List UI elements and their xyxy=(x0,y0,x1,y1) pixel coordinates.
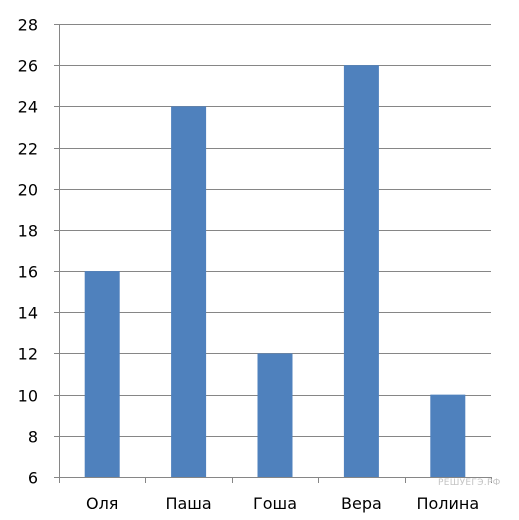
gridlines xyxy=(54,24,491,478)
y-tick-label: 20 xyxy=(18,181,38,200)
x-tick-label: Гоша xyxy=(253,494,297,513)
bar-0 xyxy=(84,271,120,477)
axes xyxy=(59,24,492,483)
x-tick-labels: Оля Паша Гоша Вера Полина xyxy=(86,494,479,513)
y-tick-label: 12 xyxy=(18,345,38,364)
y-tick-label: 22 xyxy=(18,140,38,159)
watermark-text: РЕШУЕГЭ.РФ xyxy=(438,478,501,488)
y-tick-label: 18 xyxy=(18,222,38,241)
x-tick-label: Вера xyxy=(341,494,382,513)
bar-2 xyxy=(257,353,293,477)
y-tick-label: 14 xyxy=(18,304,38,323)
x-tick-label: Полина xyxy=(416,494,479,513)
bar-4 xyxy=(430,394,466,477)
y-tick-label: 28 xyxy=(18,16,38,35)
bar-3 xyxy=(343,65,379,477)
y-tick-label: 24 xyxy=(18,98,38,117)
y-tick-label: 8 xyxy=(28,428,38,447)
y-tick-label: 16 xyxy=(18,263,38,282)
x-tick-label: Паша xyxy=(165,494,211,513)
y-tick-label: 6 xyxy=(28,469,38,488)
y-tick-labels: 6 8 10 12 14 16 18 20 22 24 26 28 xyxy=(18,16,38,488)
x-tick-label: Оля xyxy=(86,494,118,513)
bar-1 xyxy=(171,106,207,477)
y-tick-label: 10 xyxy=(18,387,38,406)
y-tick-label: 26 xyxy=(18,57,38,76)
bars xyxy=(84,65,466,477)
